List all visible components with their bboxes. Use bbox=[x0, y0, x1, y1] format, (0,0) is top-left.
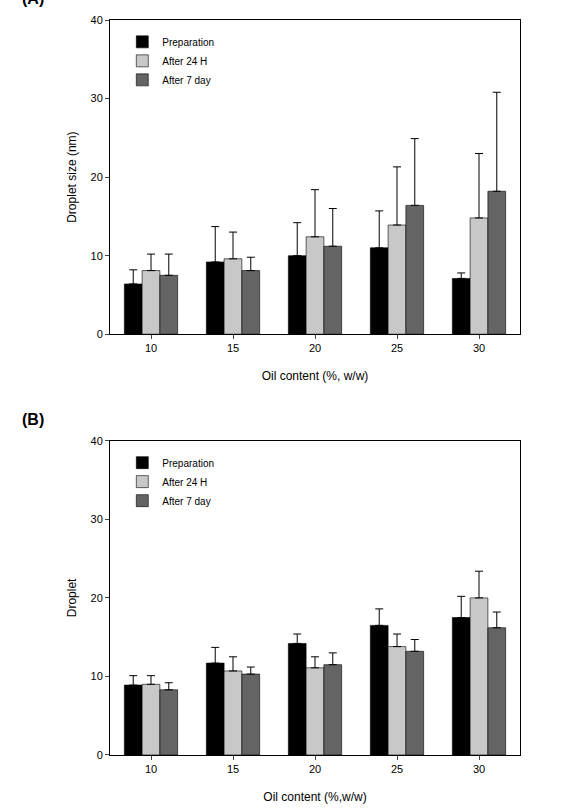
svg-text:10: 10 bbox=[91, 670, 103, 682]
svg-text:20: 20 bbox=[91, 171, 103, 183]
svg-text:Oil content (%,w/w): Oil content (%,w/w) bbox=[263, 790, 366, 804]
svg-text:Oil content (%, w/w): Oil content (%, w/w) bbox=[262, 369, 369, 383]
svg-text:(B): (B) bbox=[22, 411, 44, 428]
svg-text:20: 20 bbox=[309, 342, 321, 354]
svg-text:Preparation: Preparation bbox=[162, 37, 214, 48]
svg-text:0: 0 bbox=[97, 749, 103, 761]
svg-text:10: 10 bbox=[91, 250, 103, 262]
svg-text:15: 15 bbox=[227, 763, 239, 775]
svg-text:(A): (A) bbox=[22, 0, 44, 7]
svg-text:10: 10 bbox=[145, 763, 157, 775]
svg-text:Preparation: Preparation bbox=[162, 458, 214, 469]
svg-text:30: 30 bbox=[473, 763, 485, 775]
svg-text:25: 25 bbox=[391, 342, 403, 354]
svg-text:30: 30 bbox=[91, 92, 103, 104]
svg-text:30: 30 bbox=[91, 513, 103, 525]
svg-text:After 7 day: After 7 day bbox=[162, 496, 210, 507]
svg-text:Droplet: Droplet bbox=[65, 578, 79, 617]
svg-text:40: 40 bbox=[91, 435, 103, 447]
svg-text:30: 30 bbox=[473, 342, 485, 354]
svg-text:20: 20 bbox=[309, 763, 321, 775]
svg-text:After 7 day: After 7 day bbox=[162, 75, 210, 86]
svg-text:25: 25 bbox=[391, 763, 403, 775]
svg-text:0: 0 bbox=[97, 328, 103, 340]
svg-text:After 24 H: After 24 H bbox=[162, 477, 207, 488]
svg-text:20: 20 bbox=[91, 592, 103, 604]
svg-text:After 24 H: After 24 H bbox=[162, 56, 207, 67]
svg-text:15: 15 bbox=[227, 342, 239, 354]
svg-text:Droplet size (nm): Droplet size (nm) bbox=[65, 131, 79, 222]
svg-text:10: 10 bbox=[145, 342, 157, 354]
svg-text:40: 40 bbox=[91, 14, 103, 26]
